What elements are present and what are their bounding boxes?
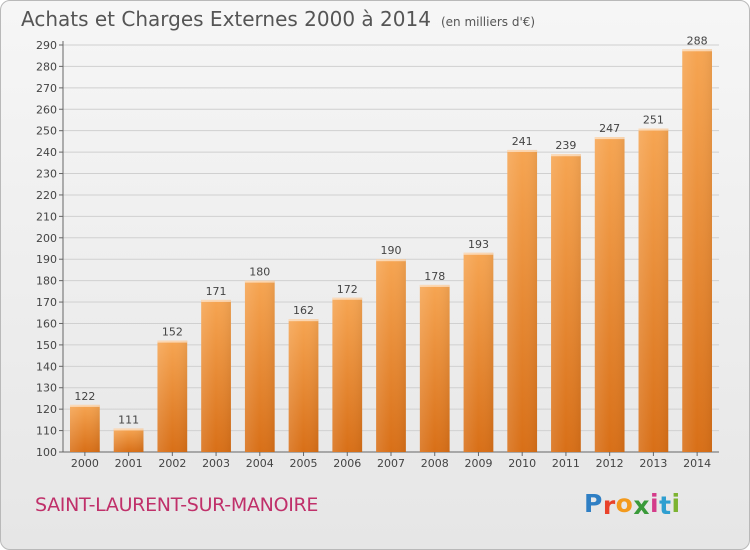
value-label-2004: 180 [249,266,270,279]
value-label-2001: 111 [118,413,139,426]
x-tick-label-2009: 2009 [464,457,492,470]
bar-shade-2009 [463,252,494,452]
bar-shade-2005 [288,319,319,452]
x-tick-label-2001: 2001 [115,457,143,470]
bar-shade-2007 [376,259,406,452]
logo-letter: r [602,491,616,520]
axes: 100 110 120 130 140 150 160 170 180 190 200 210 220 2… [36,39,719,470]
x-tick-label-2012: 2012 [596,457,624,470]
y-tick-label: 240 [36,146,57,159]
bars [69,49,713,452]
x-tick-label-2004: 2004 [246,457,274,470]
chart-unit: (en milliers d'€) [440,15,536,29]
bar-shade-2010 [507,149,538,452]
x-tick-label-2002: 2002 [158,457,186,470]
x-tick-label-2003: 2003 [202,457,230,470]
value-label-2008: 178 [424,270,445,283]
y-tick-label: 210 [36,210,57,223]
x-tick-label-2006: 2006 [333,457,361,470]
bar-shade-2004 [244,280,275,452]
bar-top-2005 [288,319,319,322]
y-tick-label: 270 [36,82,57,95]
bar-top-2013 [638,128,669,131]
bar-top-2010 [507,149,538,152]
y-tick-label: 140 [36,360,57,373]
bar-top-2009 [463,252,494,255]
logo-letter: o [615,489,634,518]
value-label-2010: 241 [512,135,533,148]
y-tick-label: 260 [36,103,57,116]
logo-letter: P [584,489,603,518]
x-tick-label-2008: 2008 [421,457,449,470]
bar-top-2002 [157,340,188,343]
x-tick-label-2007: 2007 [377,457,405,470]
y-tick-label: 290 [36,39,57,52]
y-tick-label: 220 [36,189,57,202]
bar-top-2007 [376,259,406,262]
x-tick-label-2011: 2011 [552,457,580,470]
x-tick-label-2005: 2005 [290,457,318,470]
y-tick-label: 170 [36,296,57,309]
value-label-2012: 247 [599,122,620,135]
bar-shade-2003 [201,299,231,452]
y-tick-label: 200 [36,232,57,245]
value-label-2014: 288 [687,34,708,47]
value-label-2006: 172 [337,283,358,296]
x-tick-label-2013: 2013 [639,457,667,470]
bar-top-2014 [682,49,713,52]
y-tick-label: 190 [36,253,57,266]
chart-title: Achats et Charges Externes 2000 à 2014 [21,7,431,31]
y-tick-label: 250 [36,125,57,138]
bar-top-2011 [551,154,581,157]
bar-top-2001 [113,428,144,431]
y-tick-label: 120 [36,403,57,416]
y-tick-label: 110 [36,425,57,438]
commune-name: SAINT-LAURENT-SUR-MANOIRE [35,494,319,516]
y-tick-label: 160 [36,317,57,330]
value-label-2005: 162 [293,304,314,317]
y-tick-label: 230 [36,168,57,181]
value-label-2007: 190 [381,244,402,257]
bar-top-2012 [594,137,625,140]
bar-top-2003 [201,299,231,302]
value-label-2011: 239 [555,139,576,152]
y-tick-label: 100 [36,446,57,459]
bar-shade-2001 [113,428,144,452]
bar-shade-2006 [332,297,363,452]
y-tick-label: 150 [36,339,57,352]
bar-top-2004 [244,280,275,283]
bar-shade-2000 [69,404,100,452]
value-label-2003: 171 [206,285,227,298]
proxiti-logo: Proxiti [584,489,681,520]
value-label-2000: 122 [74,390,95,403]
y-tick-label: 180 [36,275,57,288]
bar-shade-2008 [419,284,450,452]
y-tick-label: 130 [36,382,57,395]
chart-title-block: Achats et Charges Externes 2000 à 2014 (e… [21,7,535,31]
y-tick-label: 280 [36,60,57,73]
bar-shade-2011 [551,154,581,452]
bar-top-2000 [69,404,100,407]
bar-shade-2012 [594,137,625,452]
logo-letter: i [650,489,660,518]
bar-shade-2002 [157,340,188,452]
bar-shade-2013 [638,128,669,452]
value-label-2013: 251 [643,114,664,127]
bar-top-2008 [419,284,450,287]
value-label-2009: 193 [468,238,489,251]
x-tick-label-2000: 2000 [71,457,99,470]
logo-letter: i [671,489,681,518]
bar-shade-2014 [682,49,713,452]
x-tick-label-2010: 2010 [508,457,536,470]
logo-letter: t [659,491,672,520]
x-tick-label-2014: 2014 [683,457,711,470]
data-labels: 122 111 152 171 180 162 172 190 178 193 241 239 247 2… [74,34,707,426]
value-label-2002: 152 [162,326,183,339]
logo-letter: x [633,491,650,520]
bar-top-2006 [332,297,363,300]
